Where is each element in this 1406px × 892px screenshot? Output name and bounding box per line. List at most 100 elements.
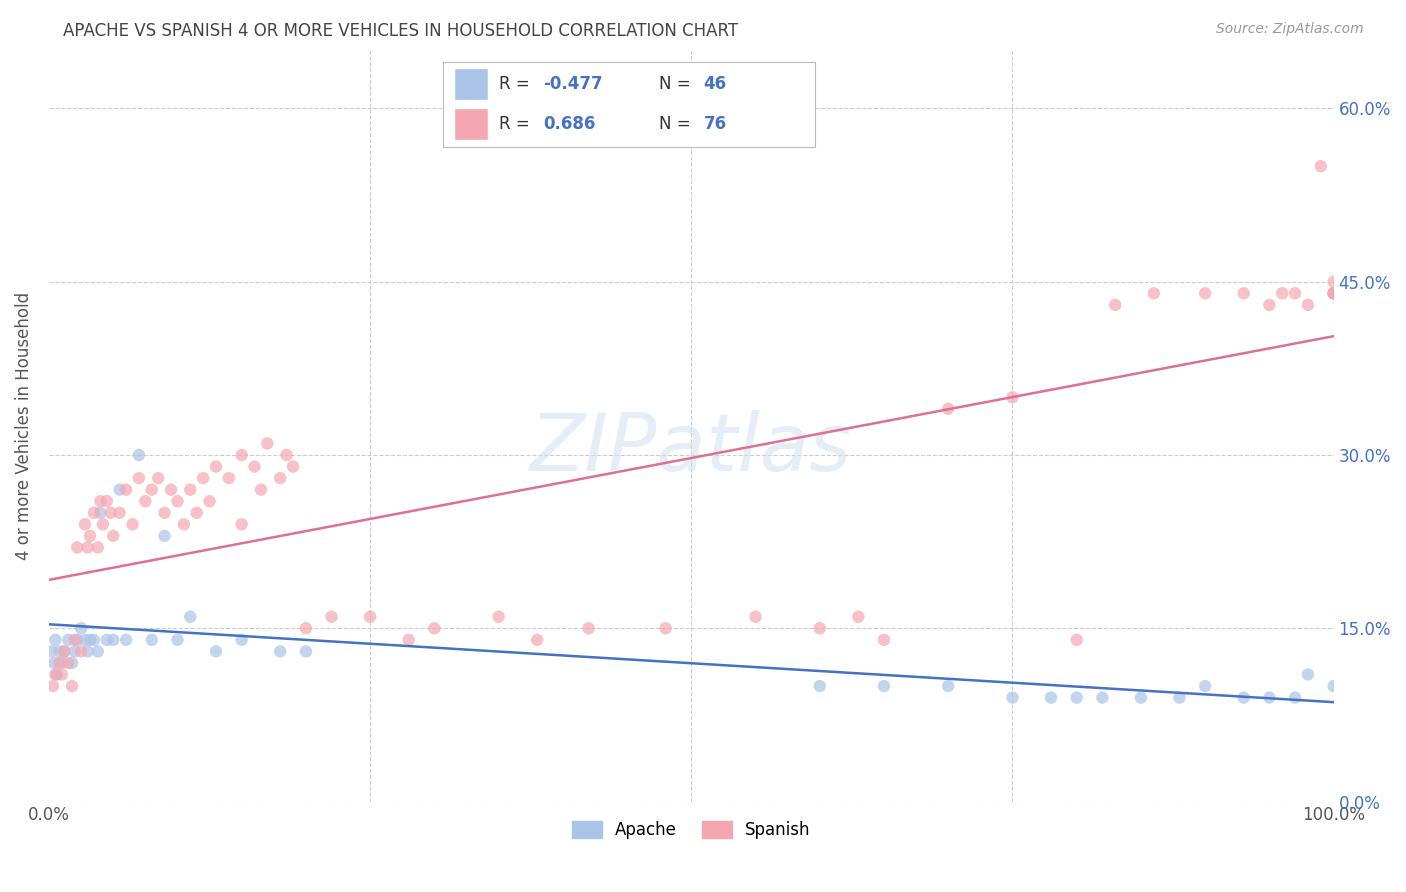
Point bbox=[1066, 690, 1088, 705]
Point bbox=[1001, 690, 1024, 705]
Legend: Apache, Spanish: Apache, Spanish bbox=[565, 814, 817, 846]
Text: APACHE VS SPANISH 4 OR MORE VEHICLES IN HOUSEHOLD CORRELATION CHART: APACHE VS SPANISH 4 OR MORE VEHICLES IN … bbox=[63, 22, 738, 40]
Point bbox=[83, 632, 105, 647]
Point bbox=[1143, 286, 1166, 301]
Point bbox=[166, 632, 188, 647]
Point bbox=[100, 506, 122, 520]
Point bbox=[1258, 690, 1281, 705]
Point bbox=[1323, 679, 1346, 693]
Point bbox=[1001, 390, 1024, 404]
Point bbox=[66, 632, 89, 647]
Point bbox=[89, 506, 111, 520]
Point bbox=[173, 517, 195, 532]
FancyBboxPatch shape bbox=[454, 108, 488, 140]
Point bbox=[60, 656, 83, 670]
Point bbox=[121, 517, 143, 532]
Point bbox=[1323, 275, 1346, 289]
Point bbox=[1194, 679, 1216, 693]
Point bbox=[91, 517, 114, 532]
Point bbox=[269, 644, 291, 658]
Point bbox=[269, 471, 291, 485]
Point bbox=[103, 632, 125, 647]
Point bbox=[58, 632, 80, 647]
Point bbox=[231, 517, 253, 532]
Text: 46: 46 bbox=[704, 75, 727, 93]
Point bbox=[1194, 286, 1216, 301]
Point bbox=[128, 448, 150, 462]
Point bbox=[115, 483, 138, 497]
Point bbox=[48, 656, 70, 670]
Point bbox=[186, 506, 208, 520]
Point bbox=[873, 632, 896, 647]
Point bbox=[873, 679, 896, 693]
Point bbox=[359, 609, 381, 624]
Text: R =: R = bbox=[499, 115, 534, 133]
Point bbox=[179, 609, 201, 624]
Text: -0.477: -0.477 bbox=[544, 75, 603, 93]
Text: Source: ZipAtlas.com: Source: ZipAtlas.com bbox=[1216, 22, 1364, 37]
Point bbox=[744, 609, 766, 624]
Point bbox=[103, 529, 125, 543]
Point bbox=[578, 621, 600, 635]
Point bbox=[191, 471, 214, 485]
Point bbox=[1066, 632, 1088, 647]
Point bbox=[1258, 298, 1281, 312]
Point bbox=[281, 459, 304, 474]
Point bbox=[846, 609, 869, 624]
Point bbox=[1233, 690, 1256, 705]
Point bbox=[1104, 298, 1126, 312]
Y-axis label: 4 or more Vehicles in Household: 4 or more Vehicles in Household bbox=[15, 292, 32, 560]
Point bbox=[96, 632, 118, 647]
Point bbox=[58, 656, 80, 670]
Point bbox=[1233, 286, 1256, 301]
Point bbox=[66, 541, 89, 555]
Point bbox=[76, 541, 98, 555]
Point bbox=[205, 644, 228, 658]
Point bbox=[1168, 690, 1191, 705]
Point bbox=[87, 644, 110, 658]
Text: N =: N = bbox=[659, 115, 696, 133]
Point bbox=[1323, 286, 1346, 301]
Text: 76: 76 bbox=[704, 115, 727, 133]
Point bbox=[79, 632, 101, 647]
Point bbox=[936, 679, 959, 693]
Point bbox=[654, 621, 676, 635]
Point bbox=[51, 656, 73, 670]
Point bbox=[73, 632, 96, 647]
Point bbox=[398, 632, 420, 647]
Point bbox=[146, 471, 169, 485]
Point bbox=[76, 644, 98, 658]
Point bbox=[45, 667, 67, 681]
Text: 0.686: 0.686 bbox=[544, 115, 596, 133]
Point bbox=[218, 471, 240, 485]
Point bbox=[108, 483, 131, 497]
Point bbox=[243, 459, 266, 474]
Point bbox=[128, 471, 150, 485]
Point bbox=[44, 632, 66, 647]
Point bbox=[115, 632, 138, 647]
Point bbox=[179, 483, 201, 497]
Point bbox=[1040, 690, 1063, 705]
Point bbox=[526, 632, 548, 647]
Point bbox=[1323, 286, 1346, 301]
Point bbox=[808, 621, 831, 635]
Point bbox=[141, 632, 163, 647]
Point bbox=[96, 494, 118, 508]
Point bbox=[44, 667, 66, 681]
Point bbox=[53, 644, 76, 658]
Point bbox=[276, 448, 298, 462]
Point bbox=[198, 494, 221, 508]
Point bbox=[808, 679, 831, 693]
FancyBboxPatch shape bbox=[454, 68, 488, 100]
Point bbox=[231, 632, 253, 647]
Point bbox=[1323, 286, 1346, 301]
Point bbox=[423, 621, 446, 635]
Point bbox=[48, 644, 70, 658]
Point bbox=[166, 494, 188, 508]
Point bbox=[1284, 690, 1306, 705]
Point bbox=[205, 459, 228, 474]
Point bbox=[41, 644, 63, 658]
Point bbox=[70, 621, 93, 635]
Text: ZIPatlas: ZIPatlas bbox=[530, 409, 852, 488]
Point bbox=[1296, 298, 1319, 312]
